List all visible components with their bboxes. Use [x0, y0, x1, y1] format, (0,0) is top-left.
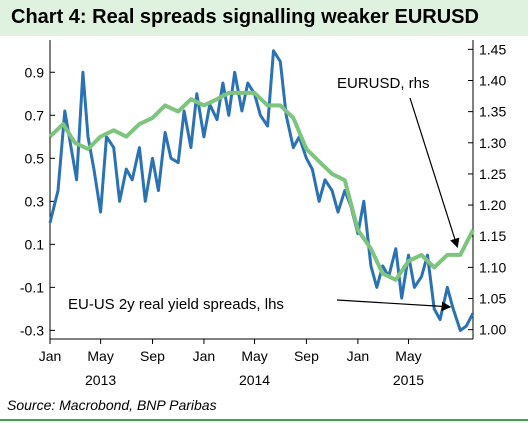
annotation-eurusd-arrow: [409, 97, 460, 249]
right-tick-label: 1.30: [479, 135, 506, 151]
x-tick-label: Sep: [294, 348, 319, 364]
bottom-rule: [0, 419, 528, 421]
x-tick-label: May: [241, 348, 267, 364]
chart-area: 0.9 0.7 0.5 0.3 0.1 -0.1 -0.3 1.45 1.40 1.35 1.30 1…: [20, 40, 506, 388]
annotation-spread-label: EU-US 2y real yield spreads, lhs: [68, 296, 284, 313]
x-year-label: 2013: [85, 372, 116, 388]
right-tick-label: 1.45: [479, 41, 506, 57]
x-year-label: 2014: [239, 372, 270, 388]
right-tick-label: 1.10: [479, 259, 506, 275]
chart-title: Chart 4: Real spreads signalling weaker …: [11, 6, 479, 28]
title-bar: Chart 4: Real spreads signalling weaker …: [0, 0, 528, 36]
x-tick-label: May: [87, 348, 113, 364]
annotation-spread-arrow: [336, 299, 452, 312]
right-tick-label: 1.05: [479, 291, 506, 307]
left-tick-label: 0.9: [25, 64, 45, 80]
source-note: Source: Macrobond, BNP Paribas: [7, 397, 217, 413]
spread-series-line: [48, 49, 475, 332]
left-tick-label: 0.7: [25, 107, 45, 123]
x-tick-label: Jan: [193, 348, 216, 364]
left-tick-label: -0.1: [20, 279, 44, 295]
left-tick-label: 0.1: [25, 236, 45, 252]
left-tick-label: 0.5: [25, 150, 45, 166]
x-tick-label: Jan: [39, 348, 62, 364]
right-tick-label: 1.40: [479, 72, 506, 88]
right-tick-label: 1.20: [479, 197, 506, 213]
left-tick-label: -0.3: [20, 322, 44, 338]
x-tick-label: Jan: [347, 348, 370, 364]
right-tick-label: 1.25: [479, 166, 506, 182]
x-tick-label: May: [395, 348, 421, 364]
right-tick-label: 1.15: [479, 228, 506, 244]
right-tick-label: 1.00: [479, 322, 506, 338]
x-tick-label: Sep: [140, 348, 165, 364]
annotation-eurusd-label: EURUSD, rhs: [337, 75, 430, 92]
right-tick-label: 1.35: [479, 104, 506, 120]
left-tick-label: 0.3: [25, 193, 45, 209]
x-year-label: 2015: [393, 372, 424, 388]
eurusd-series-line: [48, 90, 475, 282]
